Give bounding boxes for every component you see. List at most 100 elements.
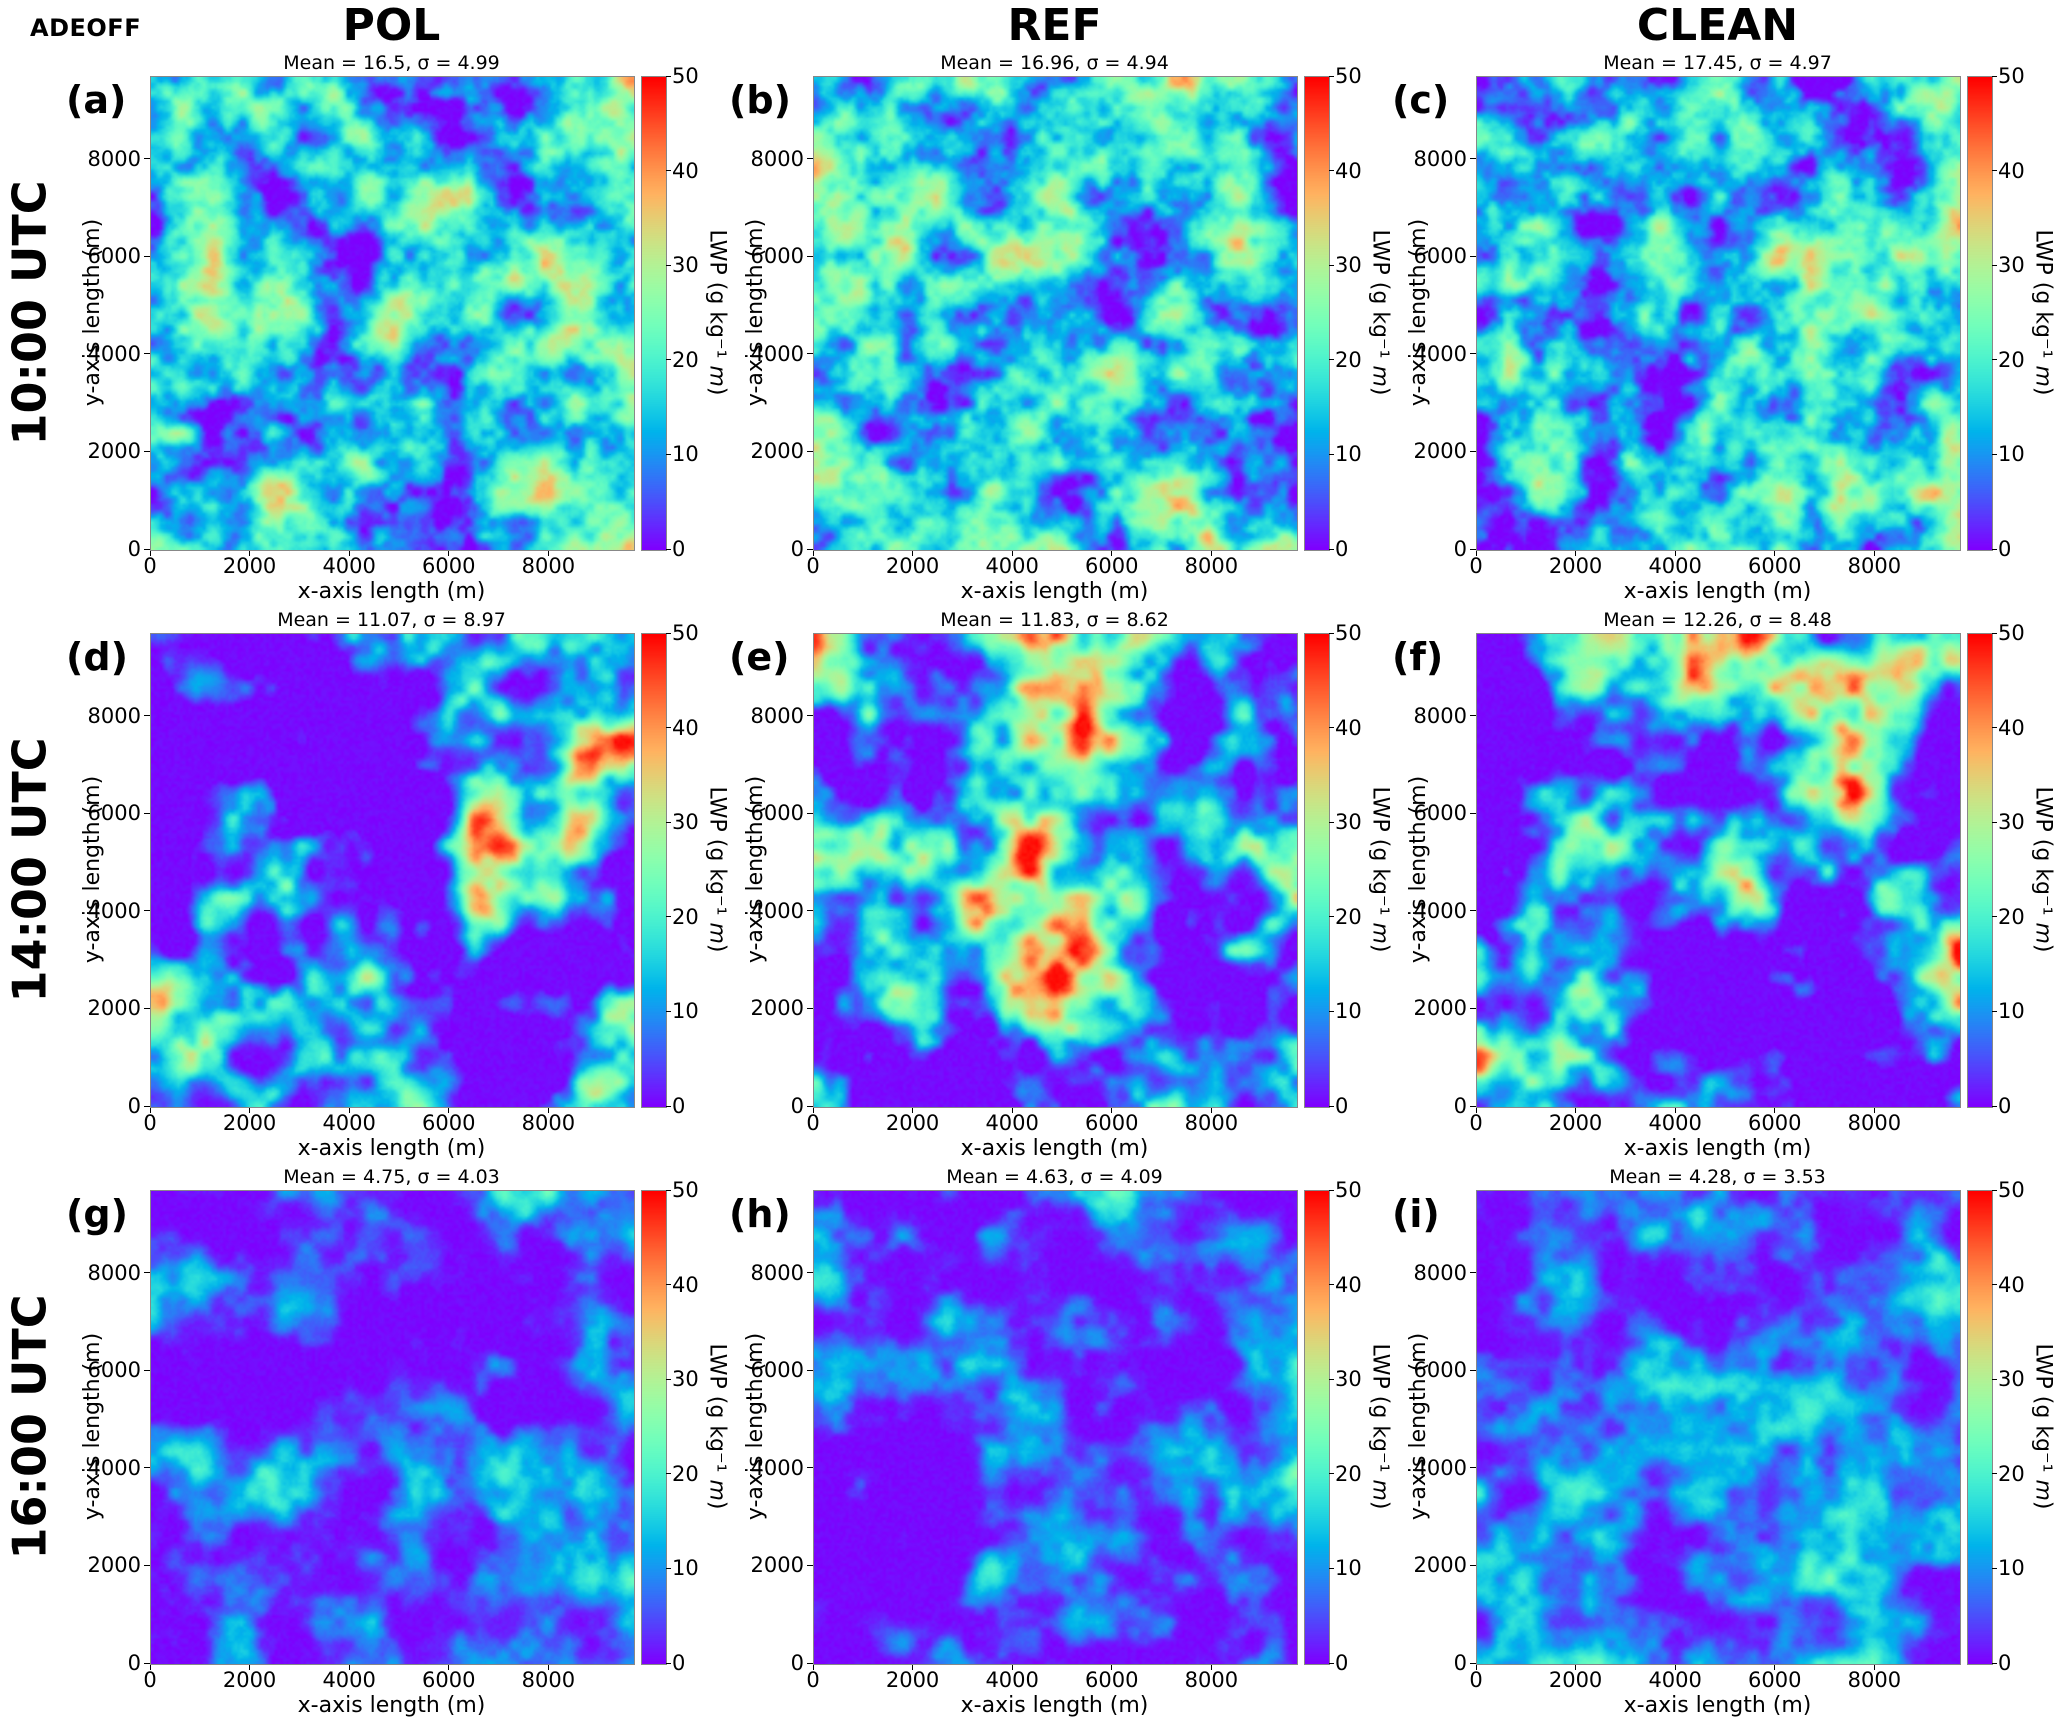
x-tick-mark: [547, 1107, 549, 1113]
y-tick-label: 8000: [750, 1260, 804, 1285]
y-tick-mark: [807, 1105, 813, 1107]
x-tick-label: 2000: [222, 554, 277, 578]
y-tick-mark: [807, 548, 813, 550]
colorbar-tick-label: 40: [672, 715, 699, 740]
colorbar-tick-label: 50: [1998, 64, 2025, 88]
colorbar-tick-label: 0: [1335, 537, 1349, 561]
y-tick-label: 8000: [750, 703, 804, 728]
colorbar-tick-mark: [1992, 453, 1997, 455]
x-tick-mark: [1674, 1107, 1676, 1113]
colorbar-tick-label: 20: [1998, 904, 2025, 929]
panel-title-mean-sigma: Mean = 16.96, σ = 4.94: [940, 52, 1169, 74]
colorbar-tick-label: 40: [1335, 715, 1362, 740]
colorbar-tick-mark: [666, 632, 671, 634]
colorbar-tick-label: 40: [1335, 158, 1362, 183]
colorbar-tick-mark: [1329, 548, 1334, 550]
y-tick-mark: [1470, 255, 1476, 257]
y-tick-label: 6000: [750, 801, 804, 826]
colorbar-tick-label: 50: [1335, 1178, 1362, 1202]
y-tick-label: 2000: [750, 1553, 804, 1578]
lwp-heatmap-canvas: [151, 1191, 634, 1664]
colorbar-tick-label: 50: [1335, 621, 1362, 645]
y-tick-mark: [144, 1105, 150, 1107]
colorbar-tick-mark: [1329, 1378, 1334, 1380]
colorbar-tick-mark: [666, 1189, 671, 1191]
colorbar-label-italic-m: m: [2030, 365, 2056, 387]
x-tick-mark: [348, 550, 350, 556]
colorbar-tick-label: 20: [672, 347, 699, 372]
panel-letter: (h): [729, 1192, 791, 1236]
x-tick-label: 8000: [1847, 1111, 1902, 1135]
panel-letter: (d): [66, 635, 128, 679]
y-tick-label: 0: [127, 1094, 141, 1118]
x-tick-mark: [912, 550, 914, 556]
panel-title-mean-sigma: Mean = 12.26, σ = 8.48: [1603, 609, 1832, 631]
colorbar-label-prefix: LWP (g kg⁻¹: [2030, 1343, 2056, 1480]
y-tick-label: 8000: [1413, 703, 1467, 728]
colorbar-axis-label-text: LWP (g kg⁻¹ m): [2031, 787, 2056, 953]
panel-letter: (c): [1392, 78, 1450, 122]
colorbar-tick-mark: [1329, 264, 1334, 266]
colorbar: [641, 76, 667, 551]
x-tick-label: 0: [806, 1111, 820, 1135]
x-tick-label: 4000: [985, 1668, 1039, 1692]
colorbar-label-prefix: LWP (g kg⁻¹: [2030, 786, 2056, 923]
colorbar: [1967, 76, 1993, 551]
colorbar-tick-mark: [666, 1473, 671, 1475]
x-tick-label: 6000: [422, 554, 476, 578]
x-tick-label: 4000: [1648, 554, 1702, 578]
colorbar: [641, 1190, 667, 1665]
colorbar-tick-mark: [1329, 1189, 1334, 1191]
y-tick-mark: [1470, 1467, 1476, 1469]
colorbar-tick-mark: [1992, 548, 1997, 550]
x-tick-label: 0: [806, 554, 820, 578]
panel-title-mean-sigma: Mean = 11.07, σ = 8.97: [277, 609, 506, 631]
colorbar-tick-mark: [1329, 170, 1334, 172]
y-tick-label: 0: [1453, 537, 1467, 561]
y-tick-label: 6000: [750, 244, 804, 269]
colorbar-tick-mark: [1329, 1567, 1334, 1569]
y-tick-mark: [807, 255, 813, 257]
x-axis-label: x-axis length (m): [297, 579, 486, 604]
y-tick-mark: [1470, 1564, 1476, 1566]
row-label-1600utc: 16:00 UTC: [2, 1294, 56, 1559]
colorbar-tick-mark: [1992, 1567, 1997, 1569]
colorbar-tick-label: 0: [672, 537, 686, 561]
y-tick-label: 0: [1453, 1651, 1467, 1675]
x-tick-mark: [249, 550, 251, 556]
x-tick-label: 8000: [1184, 1111, 1239, 1135]
colorbar-tick-mark: [1992, 1284, 1997, 1286]
y-tick-label: 6000: [87, 244, 141, 269]
colorbar-tick-label: 30: [672, 810, 699, 835]
y-tick-label: 6000: [750, 1358, 804, 1383]
x-tick-label: 6000: [1085, 554, 1139, 578]
y-tick-mark: [144, 715, 150, 717]
x-tick-mark: [812, 1664, 814, 1670]
heatmap-plot-area: [150, 1190, 635, 1665]
x-tick-label: 2000: [222, 1668, 277, 1692]
colorbar-tick-label: 10: [672, 1556, 699, 1581]
lwp-heatmap-canvas: [814, 1191, 1297, 1664]
colorbar-gradient-canvas: [642, 77, 666, 550]
column-title-ref: REF: [1007, 0, 1102, 51]
colorbar-tick-label: 10: [672, 442, 699, 467]
colorbar-tick-label: 10: [1335, 999, 1362, 1024]
colorbar-label-suffix: ): [2030, 1500, 2056, 1510]
y-tick-label: 6000: [1413, 1358, 1467, 1383]
x-tick-mark: [1111, 1664, 1113, 1670]
y-tick-mark: [1470, 450, 1476, 452]
panel-d: Mean = 11.07, σ = 8.97 (d) y-axis length (…: [58, 609, 740, 1166]
y-tick-mark: [807, 450, 813, 452]
y-tick-mark: [144, 812, 150, 814]
colorbar-gradient-canvas: [642, 1191, 666, 1664]
colorbar-tick-label: 30: [672, 253, 699, 278]
panel-b: Mean = 16.96, σ = 4.94 (b) y-axis length (…: [721, 52, 1403, 609]
x-tick-label: 8000: [1847, 554, 1902, 578]
heatmap-plot-area: [150, 633, 635, 1108]
colorbar-gradient-canvas: [642, 634, 666, 1107]
x-tick-mark: [1011, 1664, 1013, 1670]
y-tick-mark: [1470, 1105, 1476, 1107]
x-tick-label: 2000: [885, 1111, 940, 1135]
x-tick-mark: [1774, 1107, 1776, 1113]
panel-title-mean-sigma: Mean = 11.83, σ = 8.62: [940, 609, 1169, 631]
